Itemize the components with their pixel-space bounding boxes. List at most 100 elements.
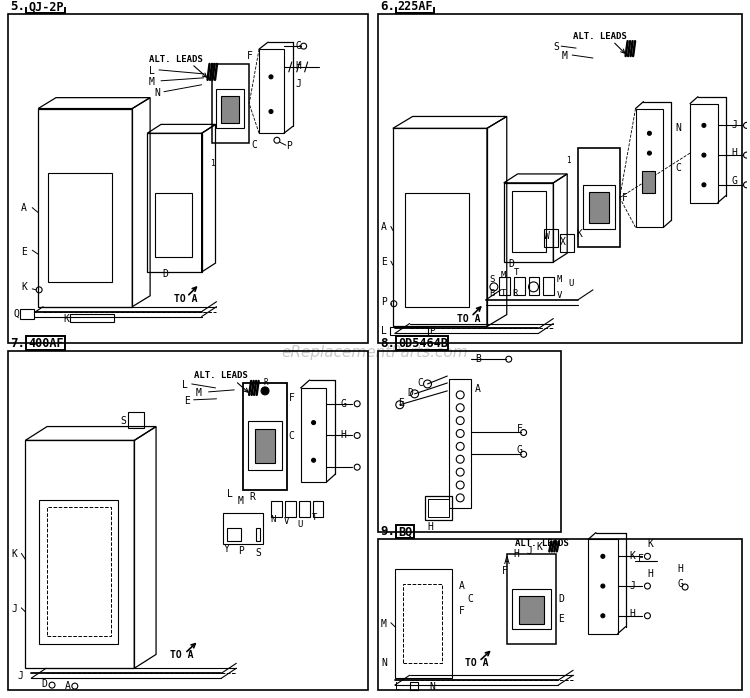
Text: M: M [501, 272, 506, 281]
Text: TO A: TO A [465, 658, 489, 668]
Text: R: R [263, 378, 268, 387]
Bar [243, 383, 286, 490]
Text: V: V [284, 517, 290, 526]
Circle shape [261, 387, 269, 395]
Bar [26, 336, 65, 350]
Text: 1: 1 [211, 158, 215, 168]
Bar [583, 185, 615, 230]
Text: D: D [41, 679, 47, 689]
Text: F: F [248, 51, 253, 61]
Text: L: L [182, 380, 188, 390]
Bar [227, 528, 242, 542]
Text: D: D [408, 388, 413, 398]
Text: K: K [63, 313, 69, 324]
Circle shape [269, 110, 273, 114]
Text: E: E [381, 257, 387, 267]
Text: M: M [237, 496, 243, 506]
Text: 6.: 6. [380, 0, 395, 13]
Text: A: A [381, 223, 387, 232]
Text: Y: Y [224, 544, 230, 554]
Bar [378, 540, 742, 690]
Circle shape [702, 153, 706, 157]
Text: E: E [558, 614, 564, 624]
Text: H: H [427, 521, 433, 532]
Bar [396, 0, 434, 13]
Circle shape [702, 183, 706, 187]
Text: E: E [184, 396, 190, 406]
Circle shape [601, 584, 604, 588]
Bar [298, 501, 310, 517]
Text: U: U [568, 279, 574, 288]
Bar [396, 525, 414, 538]
Text: 1: 1 [566, 156, 571, 165]
Bar [427, 499, 449, 517]
Text: F: F [289, 393, 295, 403]
Bar [378, 15, 742, 343]
Bar [217, 89, 244, 128]
Circle shape [601, 614, 604, 618]
Text: A: A [459, 581, 465, 591]
Bar [390, 327, 427, 336]
Text: M: M [381, 618, 387, 629]
Text: G: G [340, 399, 346, 409]
Text: E: E [21, 247, 27, 257]
Text: M: M [561, 51, 567, 61]
Text: G: G [677, 579, 683, 589]
Bar [48, 173, 112, 282]
Text: F: F [517, 424, 523, 433]
Bar [544, 230, 558, 247]
Bar [449, 379, 471, 507]
Bar [211, 64, 249, 143]
Circle shape [647, 151, 652, 155]
Text: TO A: TO A [174, 294, 197, 304]
Text: TO A: TO A [458, 313, 481, 324]
Bar [271, 501, 282, 517]
Text: F: F [459, 606, 465, 616]
Text: QJ-2P: QJ-2P [28, 0, 64, 13]
Bar [378, 351, 561, 532]
Bar [588, 540, 618, 634]
Text: P: P [238, 547, 244, 556]
Text: H: H [647, 569, 653, 579]
Text: T: T [514, 267, 519, 276]
Text: 8.: 8. [380, 337, 395, 350]
Bar [20, 309, 34, 318]
Text: D: D [162, 269, 168, 279]
Text: 9.: 9. [380, 525, 395, 538]
Circle shape [647, 131, 652, 135]
Text: 5.: 5. [10, 0, 26, 13]
Text: J: J [17, 671, 23, 681]
Text: K: K [629, 551, 635, 561]
Text: TO A: TO A [170, 651, 194, 660]
Bar [529, 277, 539, 295]
Text: ALT. LEADS: ALT. LEADS [194, 371, 248, 380]
Text: A: A [504, 556, 510, 566]
Bar [39, 500, 119, 644]
Bar [224, 513, 263, 544]
Bar [514, 277, 524, 295]
Text: W: W [544, 231, 550, 242]
Text: M: M [149, 77, 155, 87]
Text: 7.: 7. [10, 337, 26, 350]
Bar [578, 148, 620, 247]
Bar [512, 191, 547, 252]
Text: ALT. LEADS: ALT. LEADS [514, 539, 568, 548]
Text: C: C [289, 431, 295, 441]
Text: 400AF: 400AF [28, 337, 64, 350]
Text: 0D5464B: 0D5464B [398, 337, 448, 350]
Text: A: A [65, 681, 70, 691]
Text: S: S [121, 415, 126, 426]
Bar [424, 496, 452, 520]
Text: J: J [296, 79, 302, 89]
Text: G: G [517, 445, 523, 455]
Bar [285, 501, 296, 517]
Bar [128, 412, 144, 428]
Text: M: M [556, 276, 562, 284]
Bar [8, 15, 368, 343]
Text: BQ: BQ [398, 525, 412, 538]
Text: L: L [227, 489, 233, 499]
Bar [589, 192, 609, 223]
Bar [643, 171, 656, 193]
Text: H: H [629, 609, 635, 619]
Text: ALT. LEADS: ALT. LEADS [149, 54, 202, 64]
